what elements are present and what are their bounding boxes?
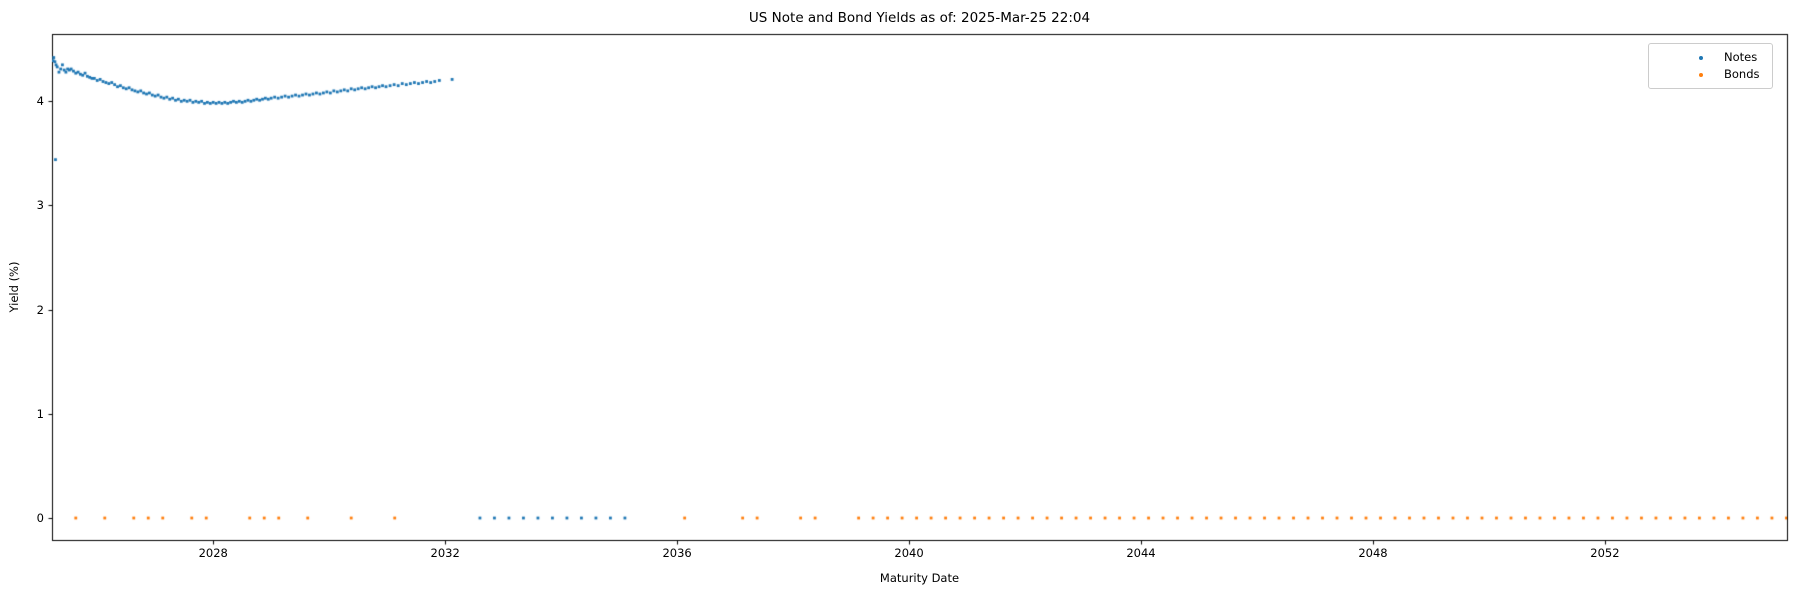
- legend: Notes Bonds: [1648, 43, 1773, 89]
- y-tick-label: 0: [36, 511, 44, 526]
- legend-item-notes: Notes: [1649, 49, 1764, 66]
- x-tick-label: 2044: [1126, 546, 1156, 560]
- y-tick-label: 2: [36, 302, 44, 317]
- x-axis-label: Maturity Date: [879, 571, 960, 585]
- x-tick-label: 2040: [894, 546, 924, 560]
- x-tick-label: 2048: [1358, 546, 1388, 560]
- x-tick-label: 2036: [662, 546, 692, 560]
- x-tick-label: 2032: [430, 546, 460, 560]
- y-tick-label: 1: [36, 406, 44, 421]
- bonds-marker-icon: [1699, 72, 1703, 77]
- legend-label: Notes: [1724, 50, 1758, 64]
- legend-label: Bonds: [1724, 67, 1760, 81]
- y-tick-label: 4: [36, 94, 44, 109]
- x-tick-label: 2052: [1590, 546, 1620, 560]
- chart-title: US Note and Bond Yields as of: 2025-Mar-…: [748, 10, 1091, 26]
- notes-marker-icon: [1699, 55, 1703, 60]
- x-tick-label: 2028: [198, 546, 228, 560]
- y-tick-label: 3: [36, 198, 44, 213]
- legend-item-bonds: Bonds: [1649, 66, 1764, 83]
